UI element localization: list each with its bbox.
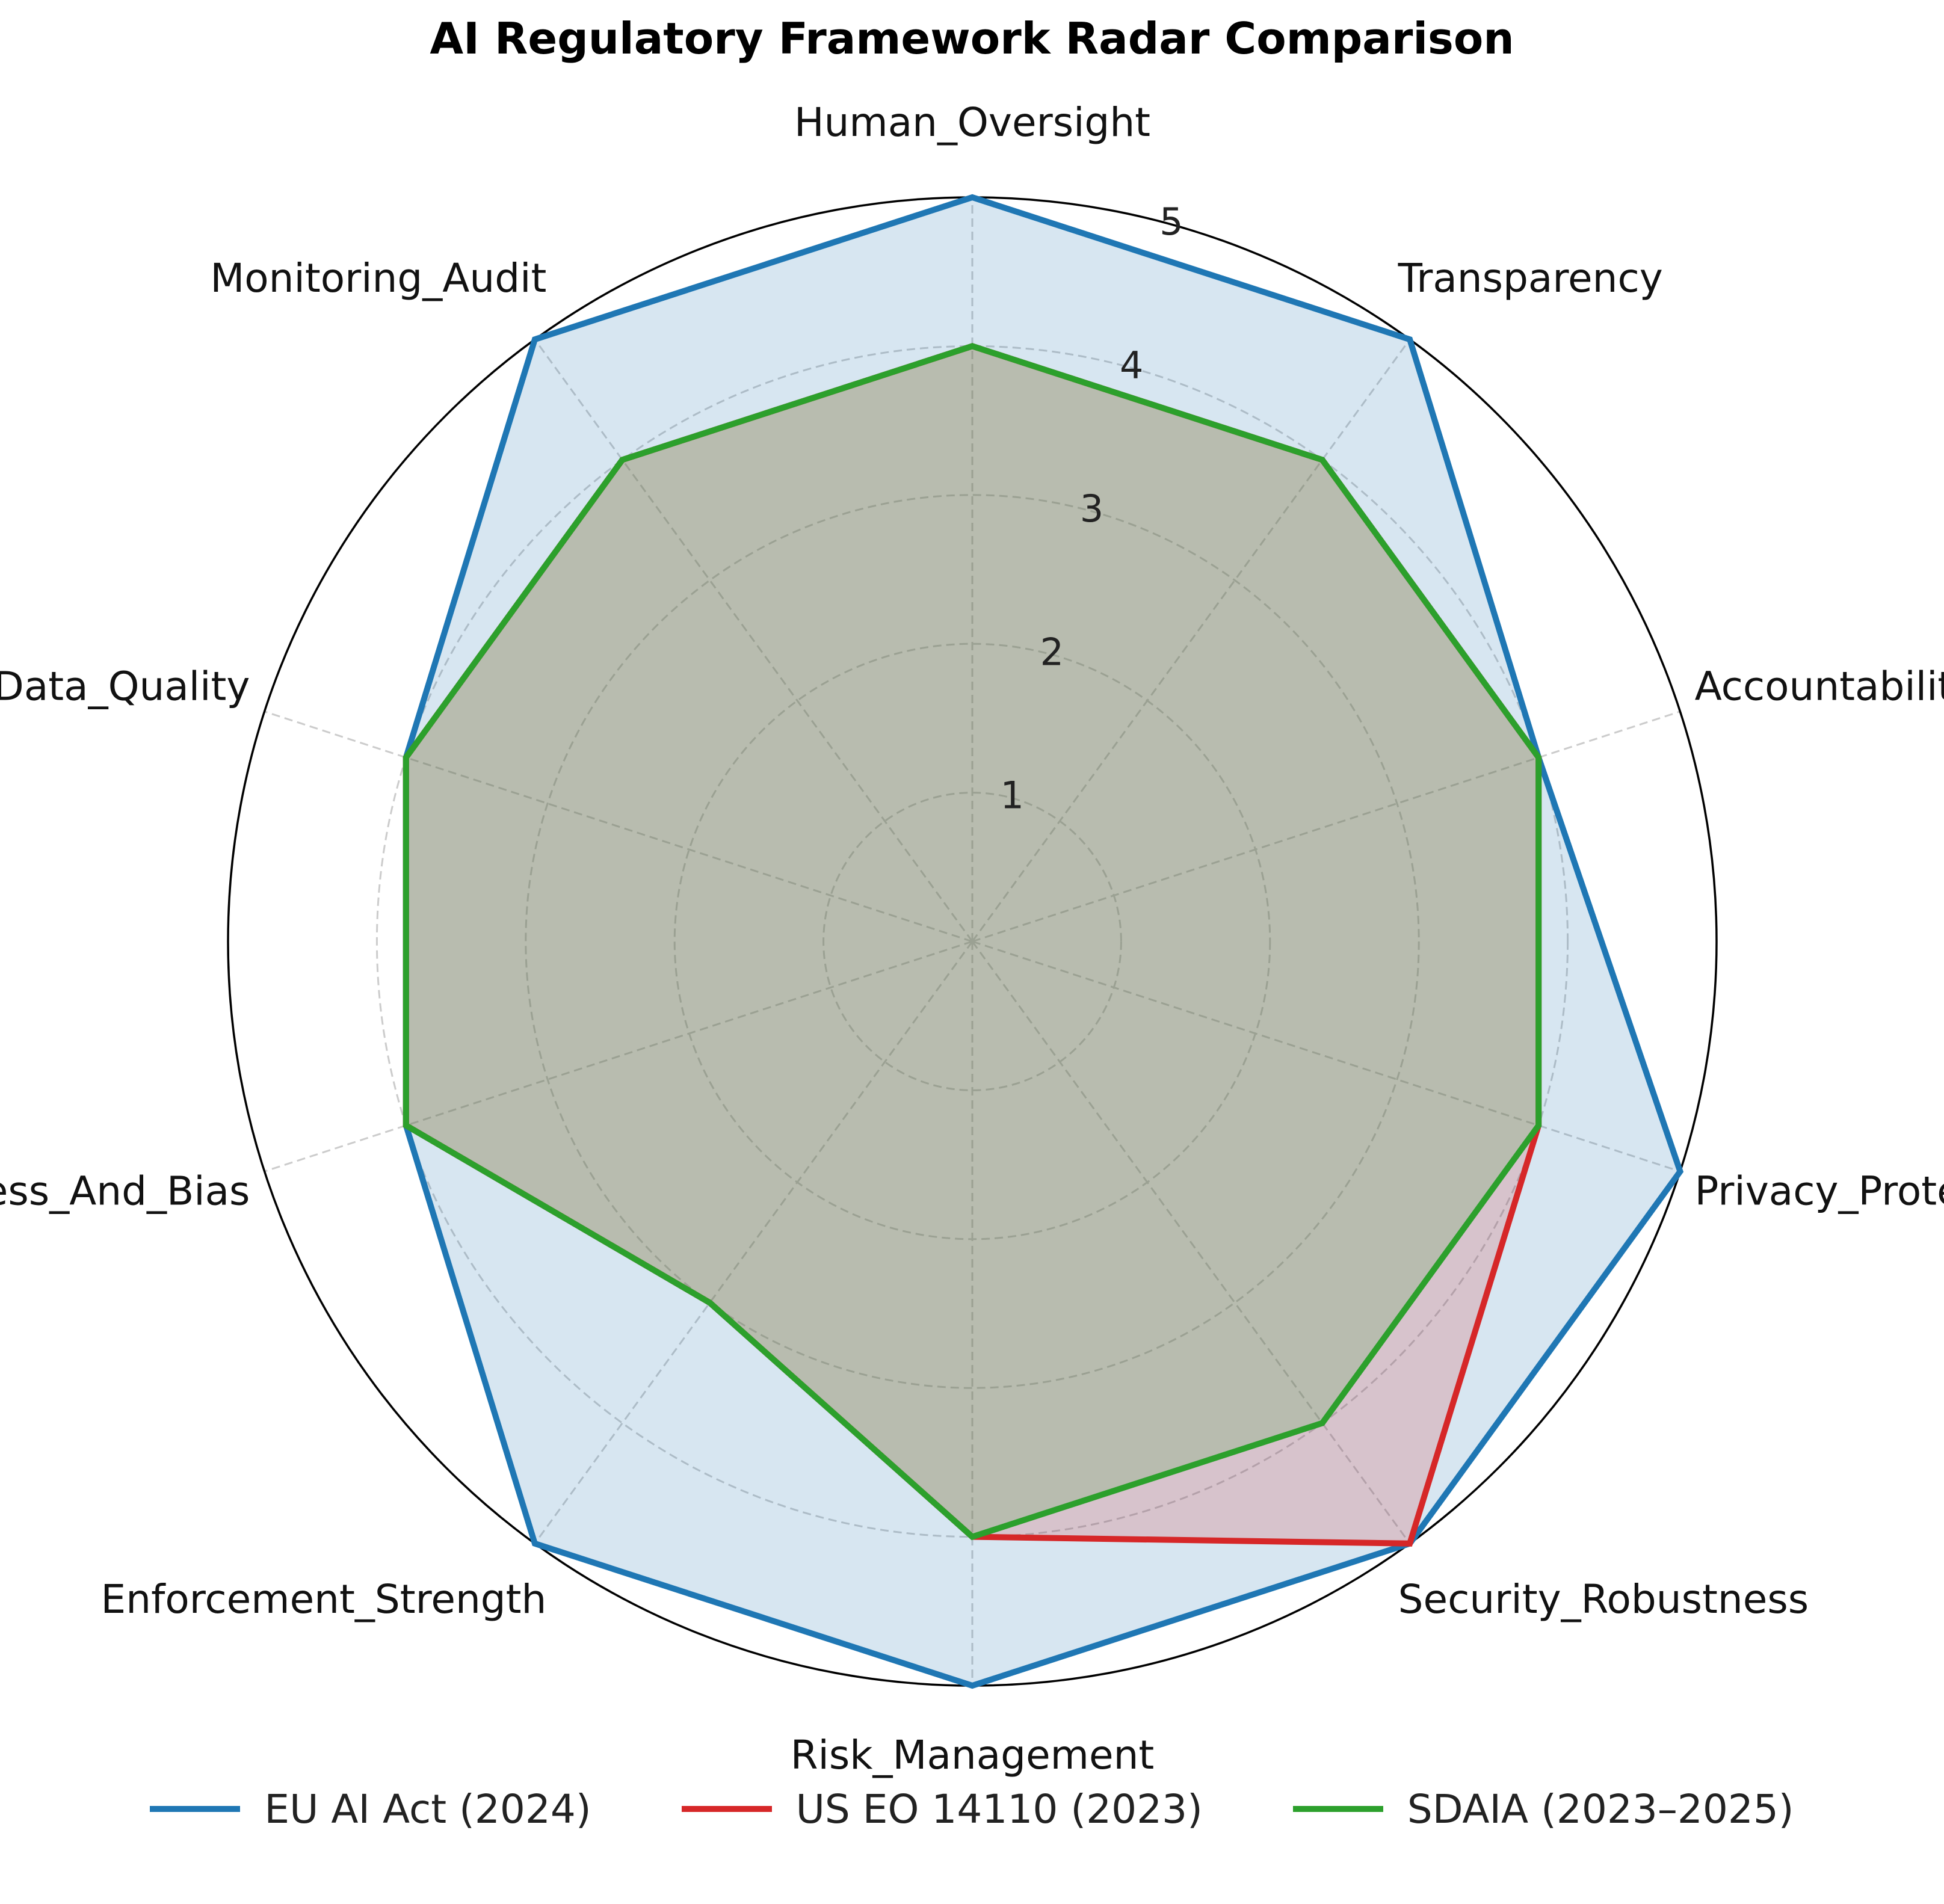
grid-spoke [971, 339, 1411, 942]
grid-ring [822, 792, 1122, 1091]
legend: EU AI Act (2024) US EO 14110 (2023) SDAIA … [0, 1776, 1944, 1842]
grid-spoke [534, 941, 974, 1544]
category-label: Security_Robustness [1398, 1576, 1809, 1622]
r-tick-label: 5 [1159, 200, 1183, 244]
grid-spoke [972, 710, 1680, 943]
category-label: Fairness_And_Bias [0, 1168, 250, 1214]
grid-spoke [972, 940, 1680, 1172]
legend-swatch [681, 1806, 772, 1812]
series-area-1 [406, 346, 1539, 1544]
category-label: Accountability [1695, 664, 1944, 710]
r-tick-label: 3 [1080, 487, 1103, 531]
series-line-2 [403, 343, 1542, 1541]
legend-label: EU AI Act (2024) [264, 1785, 591, 1832]
r-tick-label: 1 [1000, 774, 1023, 818]
category-label: Risk_Management [791, 1732, 1155, 1778]
category-label: Transparency [1398, 255, 1663, 301]
radar-series [403, 194, 1684, 1689]
series-area-2 [406, 346, 1539, 1537]
series-line-0 [403, 194, 1684, 1689]
r-tick-label: 2 [1040, 630, 1064, 674]
legend-item: US EO 14110 (2023) [681, 1785, 1203, 1832]
legend-swatch [150, 1806, 241, 1812]
grid-spoke [264, 710, 973, 943]
grid-ring [375, 345, 1569, 1538]
category-label: Enforcement_Strength [101, 1576, 547, 1622]
radar-labels: 1 2 3 4 5 Human_Oversight Transparency Accounta… [0, 99, 1944, 1778]
grid-spoke [534, 339, 974, 942]
legend-label: SDAIA (2023–2025) [1407, 1785, 1794, 1832]
chart-title: AI Regulatory Framework Radar Comparison [430, 13, 1514, 64]
category-label: Data_Quality [0, 664, 250, 710]
grid-spoke [264, 940, 973, 1172]
legend-item: SDAIA (2023–2025) [1292, 1785, 1794, 1832]
category-label: Privacy_Protection [1695, 1168, 1944, 1214]
legend-label: US EO 14110 (2023) [795, 1785, 1203, 1832]
category-label: Monitoring_Audit [210, 255, 546, 301]
grid-spoke [971, 941, 1411, 1544]
r-tick-label: 4 [1120, 344, 1143, 387]
legend-item: EU AI Act (2024) [150, 1786, 591, 1832]
legend-swatch [1292, 1806, 1383, 1812]
category-label: Human_Oversight [794, 99, 1150, 146]
grid-ring [525, 494, 1420, 1389]
